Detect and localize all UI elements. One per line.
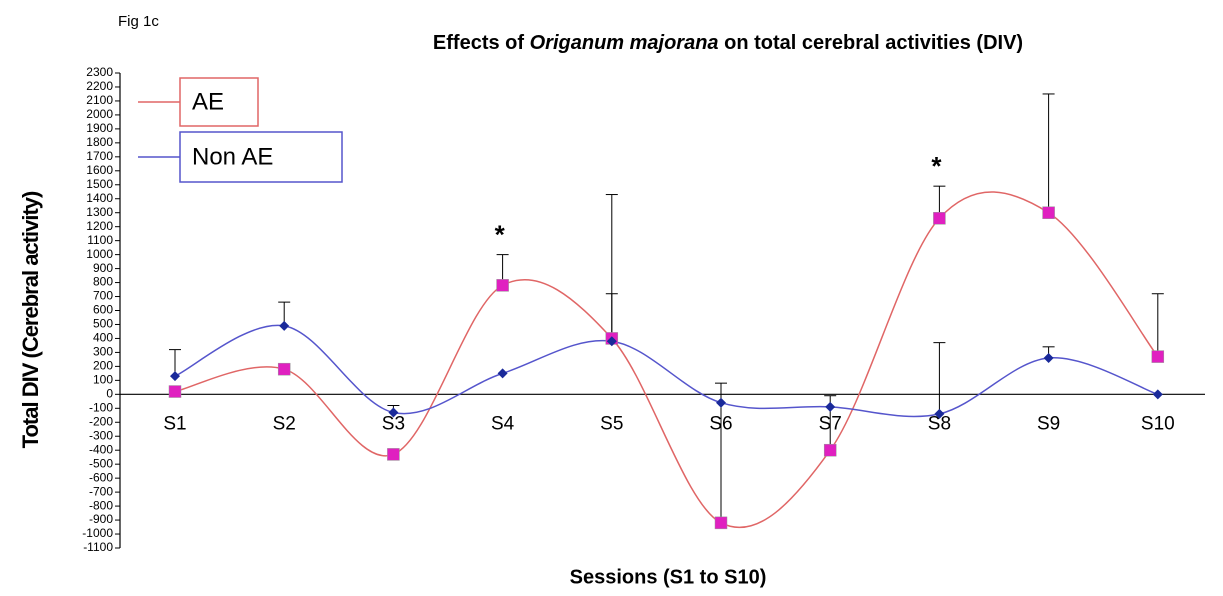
y-tick-label: 800	[93, 275, 113, 289]
y-tick-label: 2000	[86, 107, 113, 121]
y-tick-label: 2100	[86, 93, 113, 107]
y-tick-label: -800	[89, 498, 113, 512]
marker	[1151, 350, 1165, 363]
figure-label: Fig 1c	[118, 13, 159, 30]
y-tick-label: 1100	[87, 233, 113, 247]
legend-label: AE	[192, 88, 224, 115]
y-tick-label: 1700	[86, 149, 113, 163]
y-tick-label: -1100	[83, 540, 113, 554]
x-tick-label: S1	[163, 413, 186, 434]
y-tick-label: 1800	[86, 135, 113, 149]
y-tick-label: -200	[89, 414, 113, 428]
title-part: on total cerebral activities (DIV)	[719, 32, 1024, 54]
y-tick-label: 300	[93, 345, 113, 359]
x-tick-label: S4	[491, 413, 515, 434]
y-tick-label: 0	[106, 386, 113, 400]
y-tick-label: 400	[93, 331, 113, 345]
x-tick-label: S3	[382, 413, 405, 434]
error-bar	[1042, 93, 1055, 213]
y-tick-label: -1000	[82, 526, 113, 540]
marker	[497, 368, 508, 379]
y-tick-label: -500	[89, 456, 113, 470]
marker	[716, 397, 726, 408]
y-tick-label: -300	[89, 428, 113, 442]
marker	[388, 407, 399, 418]
marker	[934, 408, 945, 419]
marker	[1042, 206, 1055, 219]
marker	[823, 443, 837, 457]
series-line	[174, 191, 1159, 529]
marker	[279, 320, 290, 331]
series-line	[174, 324, 1159, 418]
legend-box	[179, 77, 259, 127]
y-axis-label: Total DIV (Cerebral activity)	[18, 191, 43, 448]
marker	[933, 212, 946, 225]
y-tick-label: -100	[89, 400, 113, 414]
y-tick-label: 1300	[86, 205, 113, 219]
y-tick-label: 500	[93, 317, 113, 331]
x-tick-label: S8	[928, 413, 951, 434]
y-tick-label: 2300	[86, 65, 113, 79]
annotation: *	[931, 151, 942, 181]
marker	[1152, 389, 1163, 400]
x-tick-label: S10	[1141, 413, 1175, 434]
y-tick-label: -400	[89, 442, 113, 456]
marker	[825, 401, 836, 412]
marker	[714, 516, 728, 530]
y-tick-label: -700	[89, 484, 113, 498]
legend-label: Non AE	[192, 143, 273, 170]
y-tick-label: -600	[89, 470, 113, 484]
x-tick-label: S9	[1037, 413, 1060, 434]
y-tick-label: 600	[93, 303, 113, 317]
y-tick-label: 2200	[86, 79, 113, 93]
title-part: Effects of	[433, 32, 530, 54]
chart-title: Effects of Origanum majorana on total ce…	[433, 32, 1023, 54]
marker	[606, 336, 617, 347]
marker	[168, 385, 182, 398]
y-tick-label: 1500	[86, 177, 113, 191]
y-tick-label: 700	[93, 289, 113, 303]
annotation: *	[495, 219, 506, 249]
y-tick-label: 1000	[86, 247, 113, 261]
marker	[277, 362, 291, 376]
marker	[387, 448, 400, 461]
error-bar	[933, 342, 946, 414]
y-tick-label: -900	[89, 512, 113, 526]
marker	[170, 371, 180, 382]
title-part: Origanum majorana	[530, 32, 719, 54]
y-tick-label: 900	[93, 261, 113, 275]
marker	[496, 279, 509, 292]
legend-box	[179, 131, 343, 183]
y-tick-label: 100	[93, 373, 113, 387]
y-tick-label: 1200	[86, 219, 113, 233]
x-tick-label: S5	[600, 413, 623, 434]
error-bar	[1151, 293, 1164, 357]
y-tick-label: 1600	[86, 163, 113, 177]
y-tick-label: 200	[93, 359, 113, 373]
x-axis-label: Sessions (S1 to S10)	[570, 566, 767, 588]
x-tick-label: S2	[273, 413, 296, 434]
y-tick-label: 1900	[86, 121, 113, 135]
y-tick-label: 1400	[86, 191, 113, 205]
marker	[1043, 353, 1054, 363]
